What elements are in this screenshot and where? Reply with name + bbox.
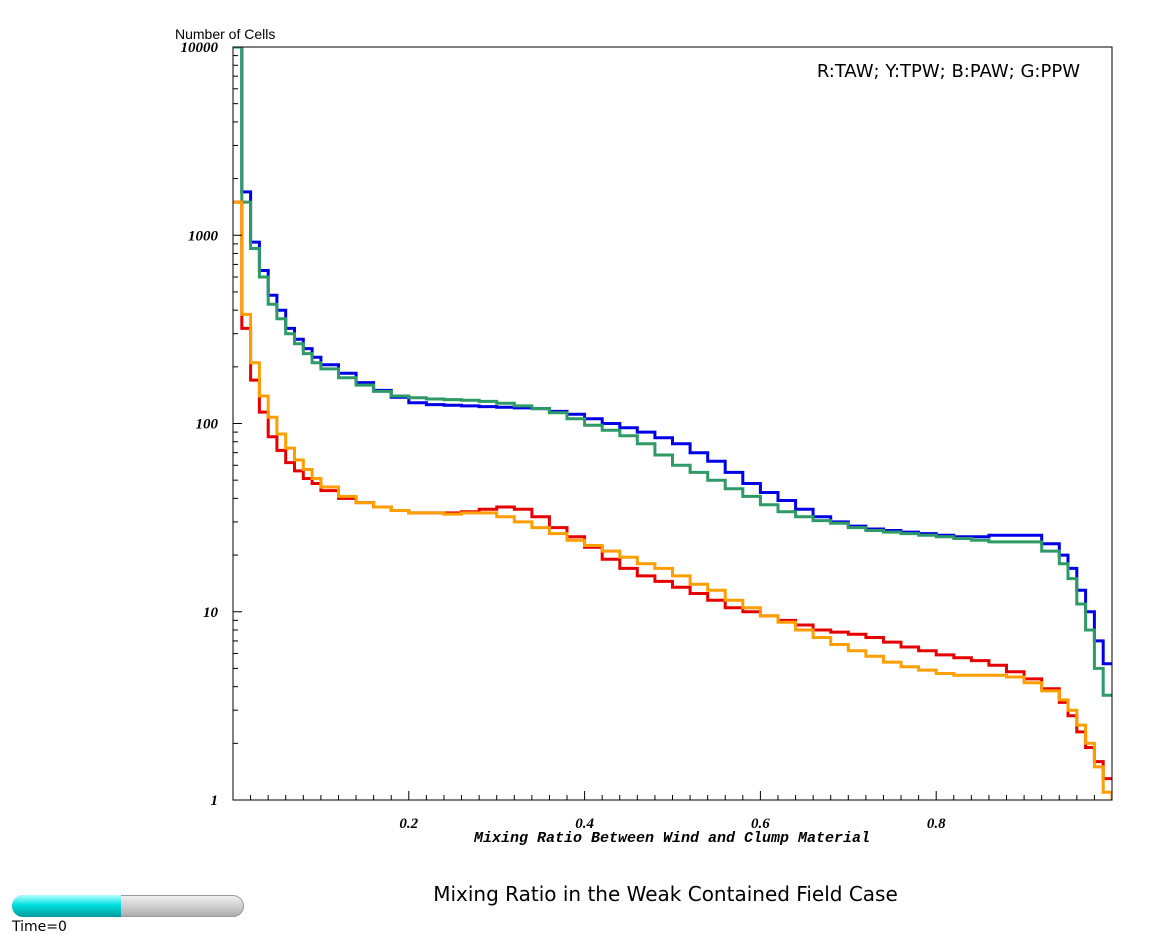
y-axis-title: Number of Cells	[175, 26, 275, 42]
series-group	[233, 47, 1112, 800]
x-tick-label: 0.6	[751, 816, 770, 832]
x-tick-label: 0.4	[575, 816, 594, 832]
series-line-3	[233, 200, 1112, 800]
y-axis: 1 10 100 1000 10000	[181, 40, 242, 809]
x-axis: 0.2 0.4 0.6 0.8	[250, 791, 1095, 832]
chart-caption: Mixing Ratio in the Weak Contained Field…	[433, 882, 898, 906]
y-tick-label: 10	[203, 605, 219, 621]
x-tick-label: 0.2	[399, 816, 418, 832]
legend: R:TAW; Y:TPW; B:PAW; G:PPW	[817, 61, 1080, 82]
time-slider[interactable]	[12, 895, 244, 917]
y-tick-label: 100	[196, 417, 219, 433]
time-label: Time=0	[12, 919, 67, 935]
y-tick-label: 1000	[188, 228, 219, 244]
time-slider-fill	[12, 895, 122, 917]
series-line-0	[233, 47, 1112, 666]
plot-frame	[232, 46, 1113, 801]
x-axis-title: Mixing Ratio Between Wind and Clump Mate…	[473, 830, 870, 847]
y-tick-label: 10000	[181, 40, 219, 56]
series-line-1	[233, 47, 1112, 697]
x-tick-label: 0.8	[927, 816, 946, 832]
y-tick-label: 1	[211, 793, 219, 809]
series-line-2	[233, 200, 1112, 781]
